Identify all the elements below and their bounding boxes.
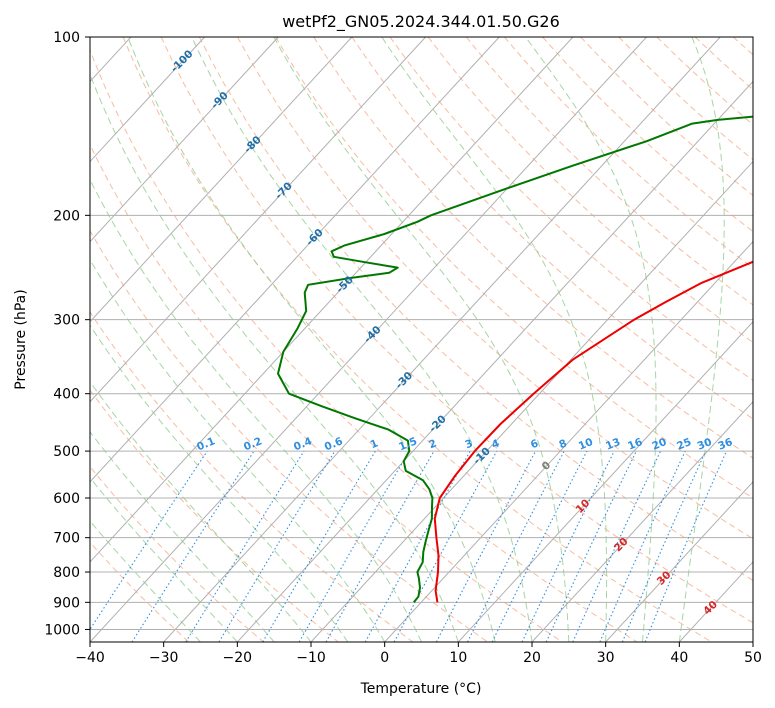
moist-adiabat-line bbox=[90, 324, 349, 642]
axes: −40 −30 −20 −10 0 10 20 30 40 50 100 200 300 400 500 60… bbox=[44, 30, 762, 666]
mixing-ratio-label: 8 bbox=[557, 437, 568, 451]
dry-adiabat-line bbox=[90, 541, 190, 642]
isotherm-line bbox=[310, 160, 753, 642]
isotherm-line bbox=[90, 37, 647, 642]
y-tick-label: 600 bbox=[53, 491, 80, 507]
mixing-ratio-line bbox=[325, 450, 435, 642]
isotherm-line bbox=[90, 37, 279, 243]
moist-adiabat-line bbox=[381, 37, 608, 642]
x-tick-label: −20 bbox=[223, 650, 253, 666]
isotherm-line bbox=[90, 37, 500, 483]
mixing-ratio-label: 6 bbox=[529, 437, 540, 451]
y-tick-label: 700 bbox=[53, 531, 80, 547]
x-tick-label: −10 bbox=[296, 650, 326, 666]
isotherm-line bbox=[90, 37, 574, 563]
mixing-ratio-line bbox=[90, 450, 208, 631]
mixing-ratio-label: 3 bbox=[463, 437, 474, 451]
profile-series bbox=[277, 115, 753, 603]
moist-adiabat-line bbox=[678, 37, 725, 642]
dry-adiabat-line bbox=[160, 37, 753, 624]
dry-adiabat-line bbox=[90, 229, 488, 642]
y-tick-label: 1000 bbox=[44, 622, 80, 638]
mixing-ratio-line bbox=[185, 450, 305, 642]
mixing-ratio-line bbox=[644, 450, 728, 642]
mixing-ratio-label: 13 bbox=[604, 436, 622, 453]
isotherm-line bbox=[384, 240, 753, 642]
moist-adiabat-line bbox=[525, 37, 657, 642]
isotherm-line bbox=[531, 401, 753, 642]
moist-adiabat-line bbox=[90, 520, 201, 642]
y-tick-label: 300 bbox=[53, 313, 80, 329]
temperature-profile-line bbox=[433, 260, 753, 603]
moist-adiabat-line bbox=[127, 37, 496, 642]
y-tick-label: 800 bbox=[53, 565, 80, 581]
mixing-ratio-label: 25 bbox=[675, 436, 693, 453]
x-tick-label: 0 bbox=[380, 650, 389, 666]
isotherm-line bbox=[457, 320, 753, 642]
y-tick-label: 400 bbox=[53, 387, 80, 403]
moist-adiabat-line bbox=[90, 477, 238, 642]
x-tick-label: 20 bbox=[523, 650, 541, 666]
y-tick-label: 900 bbox=[53, 595, 80, 611]
chart-title: wetPf2_GN05.2024.344.01.50.G26 bbox=[282, 12, 560, 32]
mixing-ratio-line bbox=[131, 450, 255, 642]
mixing-ratio-line bbox=[621, 450, 707, 642]
dry-adiabat-line bbox=[90, 389, 339, 642]
moist-adiabat-line bbox=[90, 73, 459, 642]
x-tick-label: 30 bbox=[597, 650, 615, 666]
mixing-ratio-label: 1 bbox=[369, 437, 380, 451]
mixing-ratio-line bbox=[393, 450, 498, 642]
x-axis-label: Temperature (°C) bbox=[360, 681, 482, 697]
dry-adiabat-line bbox=[198, 37, 753, 581]
dry-adiabat-line bbox=[90, 465, 264, 642]
x-tick-label: 50 bbox=[744, 650, 762, 666]
mixing-ratio-label: 16 bbox=[626, 436, 644, 453]
isotherm-line bbox=[90, 37, 353, 323]
dry-adiabat-line bbox=[122, 37, 712, 642]
mixing-ratio-line bbox=[467, 450, 565, 642]
moist-adiabat-line bbox=[90, 178, 422, 642]
x-tick-label: −30 bbox=[149, 650, 179, 666]
y-tick-label: 200 bbox=[53, 208, 80, 224]
background-lines bbox=[90, 37, 753, 642]
dry-adiabat-line bbox=[427, 37, 753, 343]
mixing-ratio-label: 4 bbox=[490, 437, 501, 451]
y-tick-label: 500 bbox=[53, 444, 80, 460]
dewpoint-profile-line bbox=[277, 115, 753, 603]
dry-adiabat-line bbox=[465, 37, 753, 306]
mixing-ratio-line bbox=[491, 450, 588, 642]
mixing-ratio-line bbox=[599, 450, 686, 642]
isotherm-line bbox=[163, 37, 721, 642]
dry-adiabat-line bbox=[313, 37, 753, 459]
y-axis-label: Pressure (hPa) bbox=[13, 289, 29, 389]
mixing-ratio-label: 10 bbox=[577, 436, 595, 453]
x-tick-label: −40 bbox=[75, 650, 105, 666]
y-tick-label: 100 bbox=[53, 30, 80, 46]
mixing-ratio-label: 36 bbox=[716, 436, 734, 453]
dry-adiabat-line bbox=[90, 143, 563, 642]
isotherm-line bbox=[605, 481, 753, 642]
isotherm-line bbox=[90, 37, 426, 403]
moist-adiabat-line bbox=[90, 431, 275, 642]
moist-adiabat-line bbox=[191, 37, 533, 642]
mixing-ratio-label: 2 bbox=[427, 437, 438, 451]
dry-adiabat-line bbox=[90, 48, 638, 642]
plot-frame bbox=[89, 36, 754, 643]
mixing-ratio-line bbox=[364, 450, 471, 642]
isotherm-line bbox=[236, 80, 753, 642]
isotherm-line bbox=[90, 37, 205, 163]
mixing-ratio-label: 30 bbox=[696, 436, 714, 453]
mixing-ratio-line bbox=[218, 450, 336, 642]
mixing-ratio-label: 20 bbox=[650, 436, 668, 453]
x-tick-label: 10 bbox=[449, 650, 467, 666]
moist-adiabat-line bbox=[273, 37, 570, 642]
dry-adiabat-line bbox=[237, 37, 753, 540]
dry-adiabat-line bbox=[275, 37, 753, 499]
x-tick-label: 40 bbox=[670, 650, 688, 666]
moist-adiabat-line bbox=[90, 258, 386, 642]
